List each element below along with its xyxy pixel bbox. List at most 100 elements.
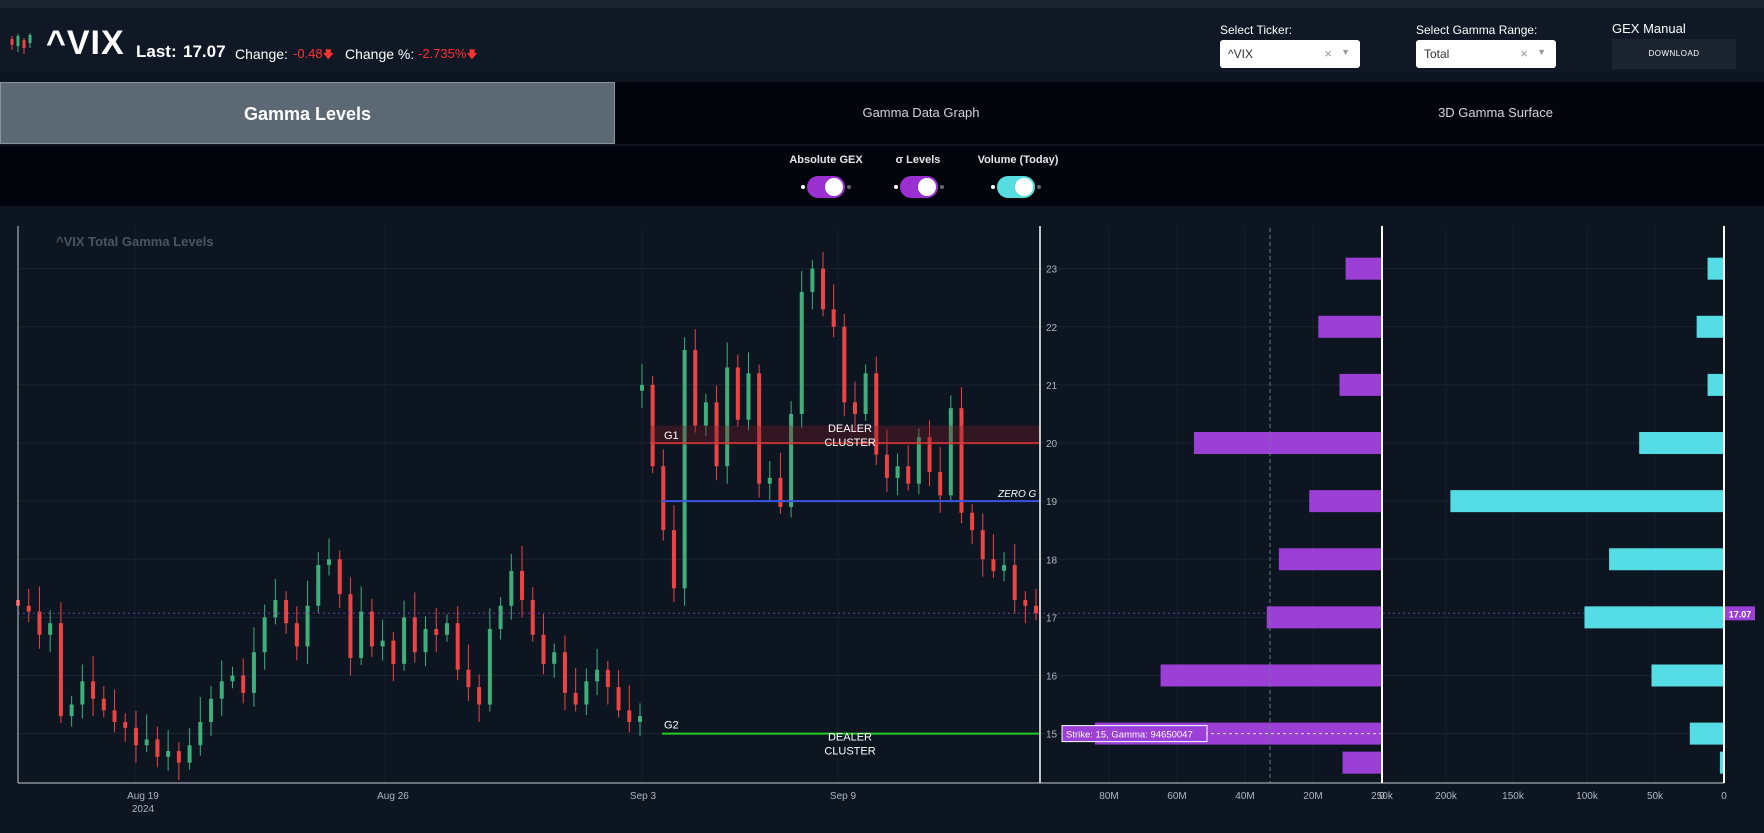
volume-bar[interactable] — [1689, 722, 1724, 745]
candle — [671, 505, 676, 603]
last-price-label: 17.07 — [1729, 609, 1752, 619]
gex-bar[interactable] — [1345, 257, 1382, 280]
candle — [80, 664, 85, 719]
gex-bar[interactable] — [1309, 490, 1382, 513]
hover-tooltip-text: Strike: 15, Gamma: 94650047 — [1066, 730, 1193, 741]
candle — [101, 685, 106, 718]
y-tick-label: 20 — [1046, 439, 1058, 450]
toggle-volume-today[interactable] — [991, 176, 1041, 198]
tab-3d-gamma-surface[interactable]: 3D Gamma Surface — [1438, 105, 1553, 120]
g1-annotation-line2: CLUSTER — [824, 437, 875, 449]
volume-bar[interactable] — [1651, 664, 1724, 687]
toggle-absolute-gex[interactable] — [801, 176, 851, 198]
gamma-range-select-value: Total — [1424, 47, 1450, 61]
gex-bar[interactable] — [1266, 606, 1382, 629]
volume-bar[interactable] — [1450, 490, 1724, 513]
candle — [144, 714, 149, 753]
candle — [316, 552, 321, 613]
candle — [230, 666, 235, 689]
x-tick-label: Sep 9 — [830, 791, 857, 802]
down-arrow-icon: 🡇 — [322, 49, 334, 61]
volume-bar[interactable] — [1639, 432, 1724, 455]
chart-axes: 15 16 17 18 19 20 21 22 23 Aug 19 Aug 26 Sep 3 Sep 9… — [17, 226, 1727, 815]
ticker-select-value: ^VIX — [1228, 47, 1253, 61]
download-button[interactable]: DOWNLOAD — [1612, 39, 1736, 69]
change-label: Change: — [235, 46, 288, 62]
down-arrow-icon: 🡇 — [466, 49, 478, 61]
gex-bar[interactable] — [1193, 432, 1382, 455]
candle — [605, 660, 610, 705]
candle — [948, 395, 953, 503]
candle — [980, 513, 985, 577]
ticker-select[interactable]: ^VIX × ▼ — [1220, 40, 1360, 68]
candle — [198, 696, 203, 756]
gex-manual-label: GEX Manual — [1612, 21, 1686, 36]
candle — [735, 354, 740, 427]
toggle-sigma-levels[interactable] — [894, 176, 944, 198]
change-value: -0.48🡇 — [293, 46, 334, 61]
candle — [305, 580, 310, 664]
g1-annotation-line1: DEALER — [828, 423, 872, 435]
x-tick-label: Aug 19 — [127, 791, 159, 802]
tab-bar: Gamma Levels Gamma Data Graph 3D Gamma S… — [0, 82, 1764, 144]
dropdown-caret-icon[interactable]: ▼ — [1537, 47, 1546, 57]
gex-bar[interactable] — [1318, 315, 1382, 338]
tab-gamma-data-graph[interactable]: Gamma Data Graph — [862, 105, 980, 120]
candle — [133, 710, 138, 763]
candle — [359, 586, 364, 666]
clear-icon[interactable]: × — [1324, 46, 1332, 61]
candle — [187, 728, 192, 770]
candle — [273, 579, 278, 625]
candle — [895, 453, 900, 496]
volume-x-tick-label: 0 — [1721, 791, 1727, 802]
candle — [638, 703, 642, 736]
gex-bar[interactable] — [1278, 548, 1382, 571]
dropdown-caret-icon[interactable]: ▼ — [1341, 47, 1350, 57]
candle — [541, 613, 546, 675]
tab-gamma-levels[interactable]: Gamma Levels — [0, 82, 615, 144]
volume-x-tick-label: 200k — [1435, 791, 1458, 802]
candle — [219, 660, 224, 717]
toggle-volume-today-label: Volume (Today) — [977, 154, 1059, 166]
candle — [509, 554, 514, 620]
candle — [112, 689, 117, 733]
volume-bar[interactable] — [1609, 548, 1724, 571]
gex-bar[interactable] — [1160, 664, 1382, 687]
candle — [434, 608, 439, 653]
volume-bar[interactable] — [1707, 373, 1724, 396]
volume-x-tick-label: 50k — [1647, 791, 1664, 802]
candle — [863, 364, 868, 421]
toggle-absolute-gex-label: Absolute GEX — [789, 154, 863, 166]
change-pct-value: -2.735%🡇 — [418, 46, 478, 61]
candle — [746, 352, 751, 431]
gex-x-tick-label: 20M — [1303, 791, 1322, 802]
volume-bar[interactable] — [1719, 751, 1724, 774]
g1-cluster-band — [650, 425, 1040, 445]
candle — [852, 381, 857, 432]
candle — [369, 598, 374, 657]
gex-bar[interactable] — [1339, 373, 1382, 396]
candle — [552, 643, 557, 678]
volume-bar[interactable] — [1696, 315, 1724, 338]
y-tick-label: 18 — [1046, 555, 1058, 566]
volume-x-tick-label: 150k — [1502, 791, 1525, 802]
header-bar: ^VIX Last: 17.07 Change: -0.48🡇 Change %… — [0, 8, 1764, 72]
candle — [991, 534, 996, 578]
last-price-badge — [1725, 606, 1755, 621]
gamma-range-select[interactable]: Total × ▼ — [1416, 40, 1556, 68]
candle — [176, 742, 181, 781]
x-subtick-label: 2024 — [132, 804, 155, 815]
volume-bar[interactable] — [1584, 606, 1724, 629]
candle — [37, 586, 42, 649]
candle — [616, 670, 621, 718]
clear-icon[interactable]: × — [1520, 46, 1528, 61]
candle — [810, 259, 815, 310]
gex-bar[interactable] — [1342, 751, 1382, 774]
y-tick-label: 19 — [1046, 497, 1058, 508]
candle — [294, 606, 299, 661]
candle — [906, 445, 911, 491]
g1-label: G1 — [664, 430, 679, 442]
candle — [477, 674, 482, 722]
volume-bar[interactable] — [1707, 257, 1724, 280]
candle — [573, 667, 578, 712]
